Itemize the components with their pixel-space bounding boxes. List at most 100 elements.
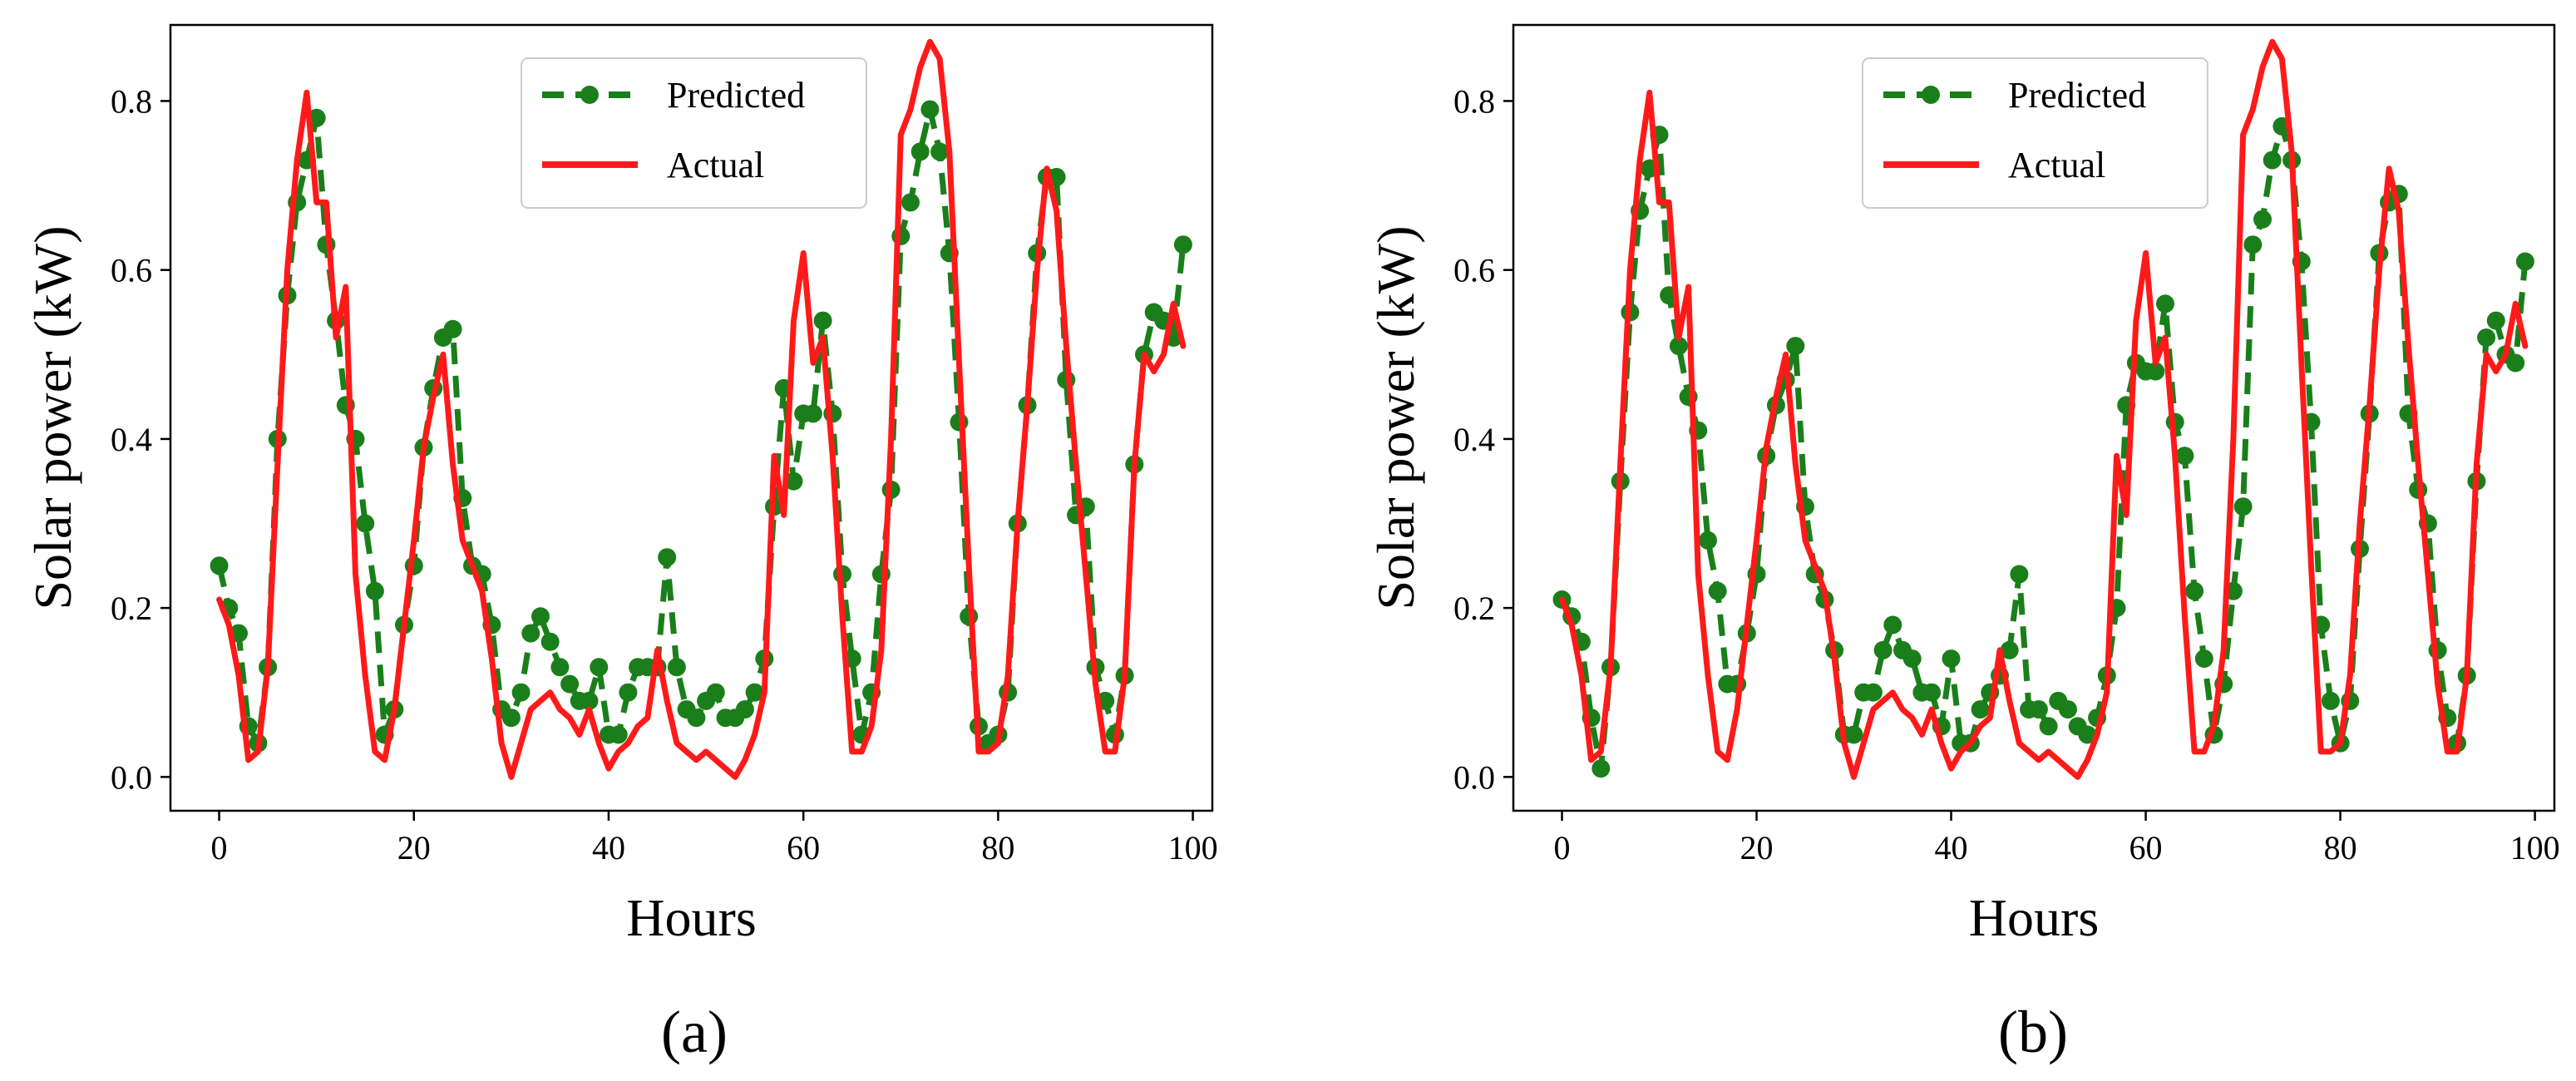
plot-frame	[169, 23, 1214, 812]
predicted-point	[1699, 531, 1717, 550]
predicted-point	[501, 708, 521, 728]
predicted-point	[2263, 151, 2282, 170]
predicted-point	[2477, 328, 2496, 347]
legend-label-predicted: Predicted	[2008, 75, 2146, 116]
predicted-point	[1971, 700, 1990, 719]
predicted-point	[1873, 640, 1893, 659]
predicted-legend-marker	[1922, 86, 1940, 104]
predicted-point	[1708, 581, 1727, 600]
actual-series-line	[1559, 38, 2529, 780]
legend-label-actual: Actual	[2008, 145, 2105, 185]
predicted-point	[2000, 640, 2019, 659]
predicted-point	[511, 683, 530, 702]
predicted-point	[706, 683, 725, 702]
predicted-point	[2243, 235, 2263, 254]
predicted-point	[2253, 210, 2272, 229]
predicted-point	[1173, 235, 1192, 254]
predicted-point	[540, 632, 560, 651]
predicted-point	[1922, 683, 1942, 702]
predicted-point	[2185, 581, 2204, 600]
predicted-series-line	[216, 106, 1187, 747]
predicted-point	[1669, 337, 1688, 356]
predicted-point	[2146, 362, 2165, 381]
predicted-point	[667, 658, 686, 677]
predicted-point	[2010, 565, 2029, 584]
panel-label: (a)	[661, 999, 728, 1065]
predicted-point	[550, 658, 570, 677]
y-tick-label: 0.8	[111, 82, 152, 120]
predicted-point	[784, 471, 803, 491]
predicted-point	[1591, 759, 1611, 778]
x-tick-label: 60	[2129, 829, 2163, 866]
y-tick-label: 0.2	[1453, 590, 1495, 627]
predicted-point	[687, 708, 706, 728]
predicted-point	[735, 700, 754, 719]
y-tick-label: 0.0	[1453, 758, 1495, 796]
predicted-point	[2515, 252, 2534, 271]
predicted-point	[1863, 683, 1883, 702]
predicted-point	[1844, 725, 1863, 744]
predicted-point	[560, 674, 580, 694]
predicted-point	[2321, 691, 2340, 710]
x-tick-label: 60	[787, 829, 820, 866]
predicted-point	[2233, 497, 2253, 516]
predicted-legend-marker	[580, 86, 599, 104]
predicted-point	[443, 319, 462, 338]
y-tick-label: 0.8	[1453, 82, 1495, 120]
y-tick-label: 0.6	[111, 252, 152, 289]
predicted-point	[891, 227, 910, 245]
predicted-point	[2059, 700, 2077, 719]
predicted-point	[365, 581, 384, 600]
y-tick-label: 0.2	[111, 590, 152, 627]
chart-panel-b: 0 20 40 60 80 100 0.0 0.2 0.4 0.6 0.8 Hours Solar po…	[1366, 23, 2560, 1065]
predicted-point	[2486, 311, 2505, 330]
x-tick-label: 20	[1740, 829, 1774, 866]
predicted-point	[2156, 294, 2174, 313]
predicted-point	[2078, 725, 2097, 744]
predicted-point	[910, 142, 930, 161]
predicted-point	[920, 100, 940, 119]
predicted-point	[745, 683, 764, 702]
predicted-point	[356, 514, 375, 533]
predicted-point	[531, 607, 550, 626]
y-tick-label: 0.6	[1453, 252, 1495, 289]
predicted-point	[2506, 353, 2525, 373]
legend-label-predicted: Predicted	[667, 75, 805, 116]
predicted-point	[2194, 649, 2213, 669]
x-tick-label: 0	[1554, 829, 1571, 866]
plot-frame	[1512, 23, 2556, 812]
x-axis-label: Hours	[626, 888, 756, 947]
y-axis-label: Solar power (kW)	[1366, 225, 1425, 610]
panel-label: (b)	[1998, 999, 2068, 1065]
y-tick-label: 0.0	[111, 758, 152, 796]
x-tick-label: 100	[2510, 829, 2560, 866]
x-tick-label: 40	[592, 829, 625, 866]
y-axis-label: Solar power (kW)	[23, 225, 82, 610]
predicted-point	[609, 725, 628, 744]
predicted-point	[1942, 649, 1961, 669]
x-tick-label: 0	[211, 829, 228, 866]
x-tick-label: 20	[397, 829, 431, 866]
predicted-point	[1902, 649, 1922, 669]
x-tick-label: 80	[2324, 829, 2357, 866]
x-tick-label: 100	[1168, 829, 1218, 866]
predicted-point	[210, 556, 229, 575]
predicted-point	[1786, 337, 1805, 356]
predicted-point	[901, 193, 920, 212]
predicted-point	[590, 658, 609, 677]
chart-panel-a: 0 20 40 60 80 100 0.0 0.2 0.4 0.6 0.8 Hours Solar po…	[23, 23, 1218, 1065]
predicted-point	[2175, 447, 2194, 466]
predicted-point	[619, 683, 638, 702]
predicted-series-line	[1559, 123, 2529, 772]
y-tick-label: 0.4	[111, 421, 152, 458]
predicted-point	[930, 142, 950, 161]
predicted-point	[2039, 717, 2058, 736]
predicted-point	[2029, 700, 2048, 719]
y-tick-label: 0.4	[1453, 421, 1495, 458]
x-axis-label: Hours	[1969, 888, 2099, 947]
predicted-point	[521, 624, 540, 643]
predicted-point	[813, 311, 832, 330]
predicted-point	[580, 691, 599, 710]
actual-series-line	[216, 38, 1187, 780]
